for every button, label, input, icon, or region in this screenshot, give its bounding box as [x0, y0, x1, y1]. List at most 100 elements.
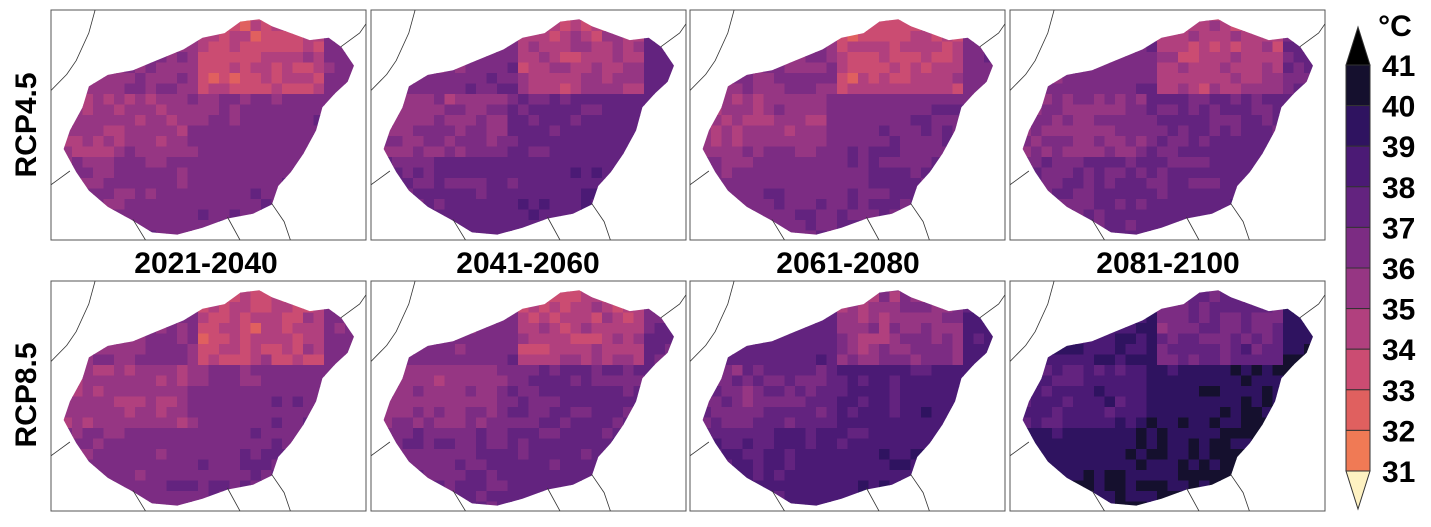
grid-cell [1136, 136, 1148, 148]
grid-cell [1220, 41, 1232, 53]
grid-cell [135, 354, 147, 366]
grid-cell [250, 428, 262, 440]
grid-cell [942, 52, 954, 64]
grid-cell [1104, 136, 1116, 148]
grid-cell [528, 83, 540, 95]
grid-cell [271, 104, 283, 116]
grid-cell [784, 354, 796, 366]
grid-cell [1230, 31, 1242, 43]
grid-cell [528, 41, 540, 53]
grid-cell [1209, 20, 1221, 32]
grid-cell [1199, 167, 1211, 179]
grid-cell [145, 375, 157, 387]
grid-cell [63, 417, 73, 429]
grid-cell [612, 323, 624, 335]
grid-cell [229, 291, 241, 303]
grid-cell [229, 188, 241, 200]
grid-cell [868, 312, 880, 324]
grid-cell [868, 354, 880, 366]
grid-cell [858, 167, 870, 179]
grid-cell [952, 62, 964, 74]
grid-cell [434, 125, 446, 137]
grid-cell [816, 333, 828, 345]
grid-cell [219, 125, 231, 137]
grid-cell [292, 386, 304, 398]
grid-cell [282, 407, 294, 419]
grid-cell [591, 312, 603, 324]
grid-cell [721, 125, 733, 137]
grid-cell [292, 41, 304, 53]
grid-cell [423, 449, 435, 461]
grid-cell [103, 94, 115, 106]
grid-cell [166, 52, 178, 64]
neighbor-borders [371, 281, 686, 511]
grid-cell [1209, 199, 1221, 211]
grid-cell [1209, 62, 1221, 74]
grid-cell [219, 417, 231, 429]
grid-cell [413, 449, 425, 461]
grid-cell [942, 386, 954, 398]
grid-cell [1094, 375, 1106, 387]
grid-cell [413, 438, 425, 450]
grid-cell [1031, 136, 1043, 148]
grid-cell [1178, 157, 1190, 169]
grid-cell [900, 178, 912, 190]
grid-cell [1262, 344, 1274, 356]
grid-cell [1304, 62, 1313, 74]
grid-cell [1136, 230, 1148, 235]
grid-cell [665, 62, 674, 74]
grid-cell [303, 323, 315, 335]
grid-cell [82, 157, 94, 169]
grid-cell [198, 157, 210, 169]
grid-cell [900, 417, 912, 429]
grid-cell [145, 209, 157, 221]
grid-cell [1178, 354, 1190, 366]
grid-cell [1188, 20, 1200, 32]
grid-cell [72, 167, 84, 179]
grid-cell [879, 354, 891, 366]
grid-cell [93, 375, 105, 387]
grid-cell [465, 354, 477, 366]
map-panel [370, 280, 687, 512]
grid-cell [1157, 167, 1169, 179]
grid-cell [805, 146, 817, 158]
grid-cell [1167, 125, 1179, 137]
grid-cell [518, 83, 530, 95]
grid-cell [219, 470, 231, 482]
grid-cell [591, 73, 603, 85]
grid-cell [560, 459, 572, 471]
grid-cell [1251, 73, 1263, 85]
grid-cell [240, 386, 252, 398]
grid-cell [402, 417, 414, 429]
grid-cell [1073, 199, 1085, 211]
grid-cell [816, 459, 828, 471]
grid-cell [1262, 312, 1274, 324]
grid-cell [156, 115, 168, 127]
grid-cell [858, 31, 870, 43]
grid-cell [1136, 354, 1148, 366]
grid-cell [1293, 312, 1305, 324]
grid-cell [591, 417, 603, 429]
grid-cell [816, 365, 828, 377]
grid-cell [889, 386, 901, 398]
grid-cell [868, 323, 880, 335]
grid-cell [114, 438, 126, 450]
grid-cell [82, 104, 94, 116]
grid-cell [413, 178, 425, 190]
grid-cell [282, 115, 294, 127]
grid-cell [1272, 312, 1284, 324]
grid-cell [413, 365, 425, 377]
grid-cell [942, 354, 954, 366]
grid-cell [1209, 157, 1221, 169]
grid-cell [455, 125, 467, 137]
grid-cell [177, 167, 189, 179]
grid-cell [570, 115, 582, 127]
grid-cell [889, 83, 901, 95]
grid-cell [229, 344, 241, 356]
grid-cell [208, 344, 220, 356]
grid-cell [1052, 386, 1064, 398]
grid-cell [250, 438, 262, 450]
grid-cell [931, 386, 943, 398]
grid-cell [208, 417, 220, 429]
